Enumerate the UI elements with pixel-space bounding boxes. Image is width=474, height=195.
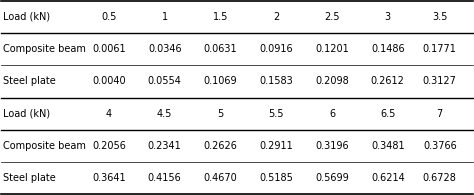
Text: 0.5: 0.5: [101, 12, 117, 22]
Text: 0.1069: 0.1069: [204, 76, 237, 86]
Text: 0.1486: 0.1486: [371, 44, 405, 54]
Text: 0.1201: 0.1201: [315, 44, 349, 54]
Text: 0.6214: 0.6214: [371, 173, 405, 183]
Text: 0.3766: 0.3766: [423, 141, 456, 151]
Text: Composite beam: Composite beam: [2, 44, 85, 54]
Text: 3: 3: [385, 12, 391, 22]
Text: 0.3481: 0.3481: [371, 141, 405, 151]
Text: 0.1583: 0.1583: [259, 76, 293, 86]
Text: Composite beam: Composite beam: [2, 141, 85, 151]
Text: 0.0040: 0.0040: [92, 76, 126, 86]
Text: 1.5: 1.5: [213, 12, 228, 22]
Text: 0.4156: 0.4156: [148, 173, 182, 183]
Text: 0.2341: 0.2341: [148, 141, 182, 151]
Text: 0.0554: 0.0554: [148, 76, 182, 86]
Text: Steel plate: Steel plate: [2, 76, 55, 86]
Text: Load (kN): Load (kN): [2, 109, 50, 119]
Text: 0.2612: 0.2612: [371, 76, 405, 86]
Text: Load (kN): Load (kN): [2, 12, 50, 22]
Text: 4.5: 4.5: [157, 109, 173, 119]
Text: 0.5699: 0.5699: [315, 173, 349, 183]
Text: 0.0916: 0.0916: [259, 44, 293, 54]
Text: 0.2056: 0.2056: [92, 141, 126, 151]
Text: 0.5185: 0.5185: [259, 173, 293, 183]
Text: Steel plate: Steel plate: [2, 173, 55, 183]
Text: 0.0346: 0.0346: [148, 44, 182, 54]
Text: 6: 6: [329, 109, 335, 119]
Text: 7: 7: [437, 109, 443, 119]
Text: 0.2911: 0.2911: [259, 141, 293, 151]
Text: 2.5: 2.5: [324, 12, 340, 22]
Text: 0.4670: 0.4670: [204, 173, 237, 183]
Text: 0.0631: 0.0631: [204, 44, 237, 54]
Text: 1: 1: [162, 12, 168, 22]
Text: 5: 5: [218, 109, 224, 119]
Text: 0.3196: 0.3196: [315, 141, 349, 151]
Text: 0.2098: 0.2098: [315, 76, 349, 86]
Text: 5.5: 5.5: [268, 109, 284, 119]
Text: 6.5: 6.5: [380, 109, 395, 119]
Text: 4: 4: [106, 109, 112, 119]
Text: 0.6728: 0.6728: [423, 173, 456, 183]
Text: 0.3127: 0.3127: [423, 76, 456, 86]
Text: 0.0061: 0.0061: [92, 44, 126, 54]
Text: 3.5: 3.5: [432, 12, 447, 22]
Text: 0.1771: 0.1771: [423, 44, 456, 54]
Text: 0.2626: 0.2626: [203, 141, 237, 151]
Text: 0.3641: 0.3641: [92, 173, 126, 183]
Text: 2: 2: [273, 12, 279, 22]
